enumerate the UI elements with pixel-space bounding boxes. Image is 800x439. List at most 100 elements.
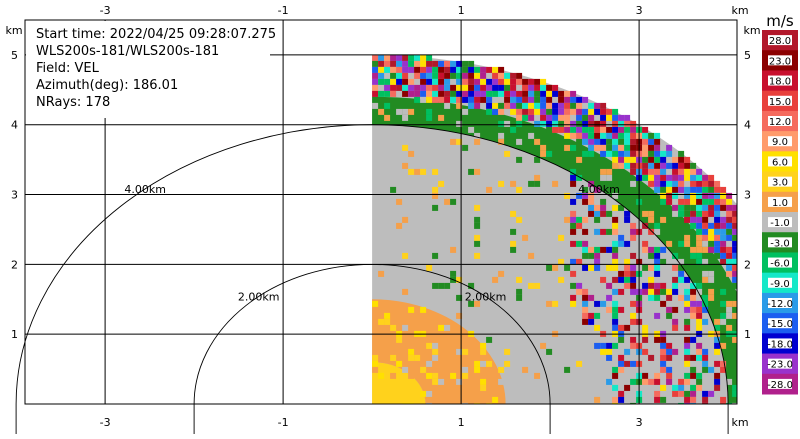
bin [702, 174, 709, 181]
bin [594, 144, 601, 151]
bin [570, 108, 577, 115]
axis-ticks: -3 -3 -1 -1 1 1 3 3 1 1 2 2 3 3 4 4 5 5 km km km km [5, 4, 760, 429]
bin [564, 192, 571, 199]
bin [414, 60, 421, 67]
bin [456, 90, 463, 97]
bin [576, 258, 583, 265]
bin [474, 252, 481, 259]
bin [474, 138, 481, 145]
bin [462, 60, 469, 67]
bin [714, 384, 721, 391]
bin [660, 366, 667, 373]
bin [444, 198, 451, 205]
y-unit-right: km [743, 24, 760, 37]
bin [462, 402, 469, 404]
bin [504, 102, 511, 109]
bin [456, 60, 463, 67]
y-tick-left: 5 [11, 49, 18, 62]
bin [666, 144, 673, 151]
bin [630, 402, 637, 404]
bin [654, 246, 661, 253]
bin [726, 198, 733, 205]
bin [516, 186, 523, 193]
bin [522, 234, 529, 241]
bin [402, 216, 409, 223]
bin [678, 150, 685, 157]
bin [570, 210, 577, 217]
bin [594, 204, 601, 211]
bin [432, 90, 439, 97]
bin [558, 276, 565, 283]
bin [660, 156, 667, 163]
bin [444, 102, 451, 109]
bin [564, 108, 571, 115]
bin [396, 222, 403, 229]
bin [732, 390, 737, 397]
bin [474, 102, 481, 109]
bin [582, 216, 589, 223]
bin [606, 150, 613, 157]
bin [396, 360, 403, 367]
bin [480, 96, 487, 103]
bin [450, 270, 457, 277]
bin [660, 282, 667, 289]
bin [558, 126, 565, 133]
bin [654, 294, 661, 301]
bin [654, 252, 661, 259]
bin [630, 132, 637, 139]
bin [714, 222, 721, 229]
bin [420, 72, 427, 79]
band-0 [372, 362, 426, 404]
bin [432, 96, 439, 103]
bin [420, 390, 427, 397]
bin [456, 120, 463, 127]
bin [390, 354, 397, 361]
bin [570, 96, 577, 103]
bin [432, 60, 439, 67]
bin [624, 216, 631, 223]
bin [666, 348, 673, 355]
bin [510, 240, 517, 247]
bin [600, 348, 607, 355]
bin [600, 342, 607, 349]
bin [372, 66, 379, 73]
bin [486, 96, 493, 103]
bin [684, 276, 691, 283]
bin [408, 78, 415, 85]
bin [420, 66, 427, 73]
bin [690, 180, 697, 187]
bin [756, 307, 762, 313]
bin [498, 180, 505, 187]
bin [744, 277, 750, 283]
bin [606, 174, 613, 181]
bin [564, 216, 571, 223]
bin [702, 270, 709, 277]
bin [474, 66, 481, 73]
range-rings: 2.00km 2.00km 4.00km 4.00km [15, 124, 729, 434]
bin [384, 114, 391, 121]
bin [726, 234, 733, 241]
bin [594, 120, 601, 127]
bin [600, 300, 607, 307]
bin [432, 354, 439, 361]
bin [420, 54, 427, 61]
bin [528, 78, 535, 85]
bin [606, 264, 613, 271]
bin [744, 271, 750, 277]
bin [546, 96, 553, 103]
bin [666, 366, 673, 373]
bin [744, 295, 750, 301]
bin [552, 90, 559, 97]
bin [438, 96, 445, 103]
bin [588, 126, 595, 133]
colorbar-tick-label: -3.0 [770, 238, 790, 249]
bin [606, 282, 613, 289]
bin [462, 84, 469, 91]
x-tick-top: -3 [100, 4, 111, 17]
bin [576, 96, 583, 103]
bin [660, 300, 667, 307]
bin [690, 252, 697, 259]
bin [732, 300, 737, 307]
bin [726, 246, 733, 253]
bin [630, 312, 637, 319]
